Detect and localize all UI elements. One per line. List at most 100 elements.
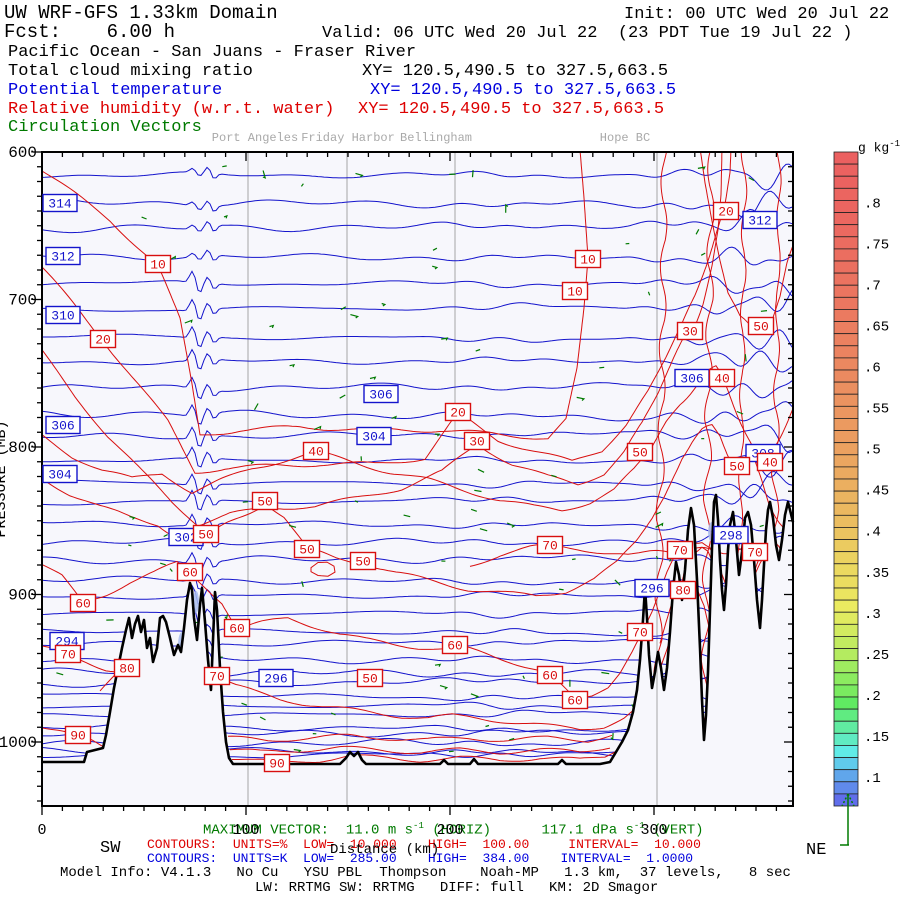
isentrope-line	[42, 545, 793, 574]
colorbar-cell	[833, 708, 859, 722]
vector-glyph	[354, 500, 359, 503]
colorbar-cell	[833, 793, 859, 807]
svg-text:40: 40	[714, 372, 730, 387]
x-tick-0: 0	[37, 822, 47, 839]
vector-glyph	[485, 724, 490, 728]
svg-text:60: 60	[447, 639, 463, 654]
svg-text:50: 50	[257, 495, 273, 510]
colorbar-cell	[833, 309, 859, 322]
model-info-line2: LW: RRTMG SW: RRTMG DIFF: full KM: 2D Sm…	[255, 880, 659, 896]
svg-text:306: 306	[680, 372, 703, 387]
vector-glyph	[506, 522, 516, 528]
plot-background	[42, 152, 793, 806]
max-vector-legend: MAXIMUM VECTOR: 11.0 m s-1 (HORIZ) 117.1…	[203, 821, 704, 839]
colorbar-cell	[833, 333, 859, 347]
vector-glyph	[184, 319, 193, 324]
vector-glyph	[470, 508, 477, 512]
vector-glyph	[470, 693, 480, 699]
vector-glyph	[558, 588, 564, 591]
svg-text:10: 10	[567, 285, 583, 300]
vector-glyph	[439, 685, 449, 690]
vector-glyph	[432, 265, 439, 270]
rh-contour-legend: CONTOURS: UNITS=% LOW= 10.000 HIGH= 100.…	[147, 837, 701, 852]
rh-label-30: 30	[463, 431, 491, 451]
plot-frame	[41, 151, 794, 807]
vector-glyph	[289, 363, 296, 368]
rh-label-50: 50	[626, 442, 654, 462]
rh-contour-line	[42, 152, 732, 474]
vector-glyph	[736, 410, 744, 415]
vector-glyph	[339, 394, 346, 399]
rh-label-60: 60	[69, 593, 97, 613]
pressure-tick-label: 800	[8, 439, 37, 457]
svg-text:296: 296	[264, 672, 287, 687]
vector-glyph	[474, 489, 482, 493]
vector-glyph	[655, 555, 659, 560]
colorbar-cell	[833, 587, 859, 601]
isentrope-line	[42, 602, 793, 625]
vector-glyph	[242, 501, 249, 503]
colorbar-cell	[833, 187, 859, 201]
colorbar-cell	[833, 757, 859, 771]
svg-text:304: 304	[48, 468, 72, 483]
vector-glyph	[599, 366, 605, 369]
isentrope-line	[42, 424, 793, 454]
rh-label-10: 10	[574, 249, 602, 269]
svg-text:70: 70	[672, 544, 688, 559]
svg-text:50: 50	[729, 460, 745, 475]
theta-label-298: 298	[713, 525, 749, 545]
vector-glyph	[432, 247, 438, 251]
svg-text:312: 312	[748, 214, 771, 229]
vector-glyph	[128, 544, 132, 547]
rh-label-40: 40	[756, 452, 784, 472]
svg-text:302: 302	[174, 531, 197, 546]
vector-glyph	[56, 672, 64, 676]
forecast-hour: Fcst: 6.00 h	[4, 21, 176, 43]
colorbar-cell	[833, 575, 859, 589]
vector-glyph	[477, 468, 485, 473]
colorbar-cell	[833, 345, 859, 359]
field-vectors-label: Circulation Vectors	[8, 118, 202, 137]
contour-labels: 3143123103063043063043123063083022942962…	[42, 193, 784, 773]
rh-label-50: 50	[747, 316, 775, 336]
colorbar-cell	[833, 212, 859, 226]
rh-label-50: 50	[356, 668, 384, 688]
theta-label-306: 306	[363, 384, 399, 404]
vector-glyph	[224, 614, 228, 620]
colorbar-cell	[833, 781, 859, 795]
vector-glyph	[169, 255, 177, 261]
pressure-tick-label: 900	[8, 587, 37, 605]
isentrope-line	[42, 513, 793, 534]
field-theta-label: Potential temperature	[8, 81, 223, 100]
svg-text:30: 30	[682, 325, 698, 340]
colorbar-cell	[833, 296, 859, 310]
colorbar-cell	[833, 381, 859, 395]
colorbar-cell	[833, 405, 859, 419]
svg-text:306: 306	[51, 419, 74, 434]
colorbar-cell	[833, 163, 859, 177]
vector-glyph	[614, 579, 621, 586]
svg-text:70: 70	[632, 626, 648, 641]
colorbar-cell	[833, 466, 859, 480]
rh-label-70: 70	[536, 535, 564, 555]
circulation-vectors	[56, 165, 768, 753]
colorbar-label: .15	[864, 730, 889, 746]
svg-text:310: 310	[51, 309, 74, 324]
rh-label-70: 70	[666, 540, 694, 560]
vector-glyph	[441, 337, 449, 341]
x-tick-200: 200	[436, 822, 464, 839]
vector-glyph	[222, 165, 227, 168]
vector-glyph	[141, 216, 147, 220]
colorbar-cell	[833, 321, 859, 335]
city-label-bellingham: Bellingham	[399, 131, 473, 145]
colorbar-label: .7	[864, 278, 881, 294]
rh-label-70: 70	[741, 542, 769, 562]
vector-glyph	[403, 514, 411, 518]
vector-glyph	[522, 675, 525, 680]
pressure-tick-label: 700	[8, 292, 37, 310]
svg-text:60: 60	[229, 622, 245, 637]
svg-text:50: 50	[362, 672, 378, 687]
x-axis-title: Distance (km)	[330, 842, 440, 858]
pressure-tick-labels: 600 700 800 900 1000	[0, 144, 37, 752]
rh-label-50: 50	[723, 456, 751, 476]
